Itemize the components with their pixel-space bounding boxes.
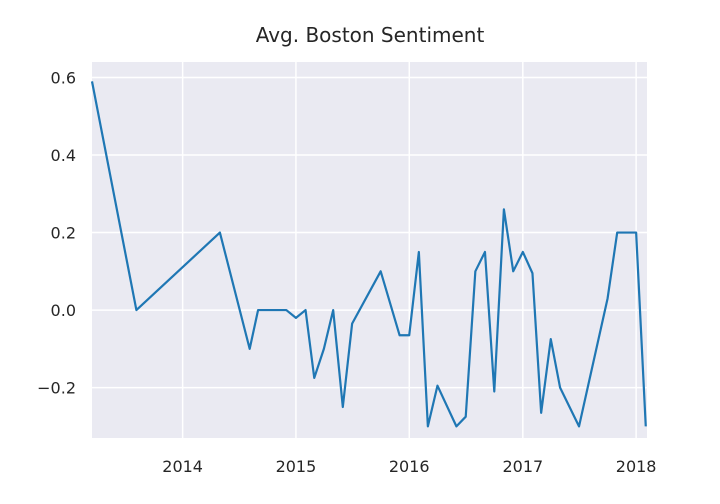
- x-axis-ticks: 2014 2015 2016 2017 2018: [162, 457, 656, 476]
- x-tick-label: 2014: [162, 457, 203, 476]
- series-line: [90, 81, 647, 428]
- y-axis-ticks: 0.6 0.4 0.2 0.0 −0.2: [37, 69, 76, 398]
- x-tick-label: 2018: [616, 457, 657, 476]
- y-tick-label: 0.0: [51, 301, 76, 320]
- plot-area: [92, 62, 647, 438]
- y-tick-label: 0.6: [51, 69, 76, 88]
- x-tick-label: 2015: [276, 457, 317, 476]
- y-tick-label: −0.2: [37, 379, 76, 398]
- x-tick-label: 2016: [389, 457, 430, 476]
- x-tick-label: 2017: [502, 457, 543, 476]
- y-tick-label: 0.4: [51, 146, 76, 165]
- chart-title: Avg. Boston Sentiment: [256, 23, 485, 47]
- series-group: [90, 81, 647, 428]
- y-tick-label: 0.2: [51, 224, 76, 243]
